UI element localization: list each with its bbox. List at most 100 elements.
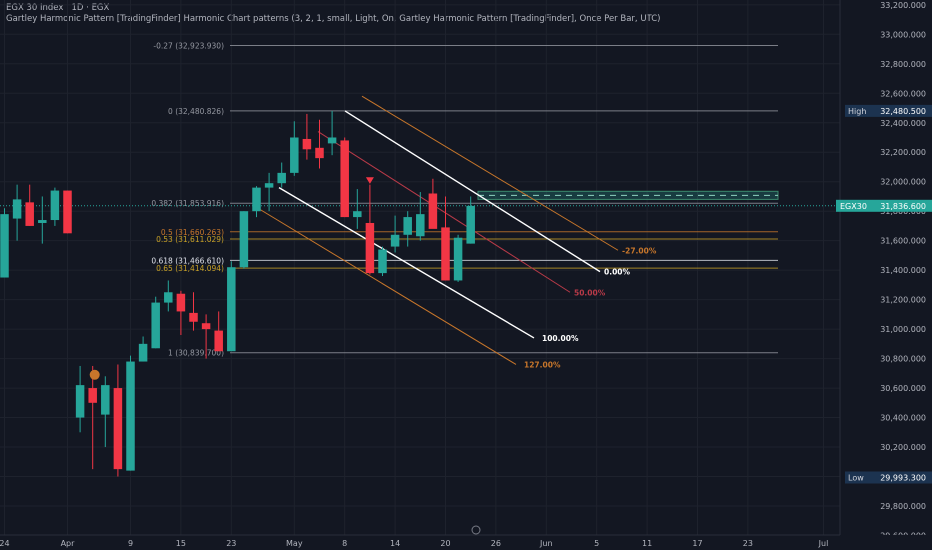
candle-body	[0, 214, 9, 278]
fib-level-label: 0.65 (31,414.094)	[156, 264, 224, 273]
price-tag-value: 29,993.300	[880, 474, 926, 483]
candle-body	[214, 330, 223, 352]
price-tick-label: 32,400.000	[880, 119, 926, 128]
time-tick-label: Jun	[539, 539, 553, 548]
candle-body	[353, 211, 362, 218]
fib-level-label: 1 (30,839.700)	[168, 349, 224, 358]
time-tick-label: 20	[440, 539, 450, 548]
time-tick-label: 8	[342, 539, 347, 548]
fibonacci-levels: -0.62 (33,498.324)-0.5 (33,301.389)-0.27…	[0, 42, 840, 358]
fib-level-label: -0.27 (32,923.930)	[153, 42, 224, 51]
time-tick-label: 17	[692, 539, 702, 548]
price-axis[interactable]: 29,600.00029,800.00030,000.00030,200.000…	[839, 0, 932, 550]
price-tick-label: 33,200.000	[880, 1, 926, 10]
symbol-title[interactable]: EGX 30 Index · 1D · EGX	[6, 3, 110, 13]
candle-body	[126, 361, 135, 471]
candle-body	[453, 237, 463, 281]
candle-body	[239, 211, 249, 268]
candle-body	[416, 214, 425, 237]
price-tick-label: 31,600.000	[880, 237, 926, 246]
last-price-value: 31,836.600	[880, 202, 926, 211]
price-tag-bg	[845, 471, 932, 484]
time-tick-label: 9	[128, 539, 133, 548]
time-tick-label: Apr	[61, 539, 76, 548]
price-tag-name: Low	[848, 474, 864, 483]
time-tick-label: 24	[0, 539, 10, 548]
indicator-legend[interactable]: Gartley Harmonic Pattern [TradingFinder]…	[6, 14, 661, 24]
channel-label: 50.00%	[574, 288, 606, 297]
channel-label: 0.00%	[604, 268, 631, 277]
fib-level-label: 0.5 (31,660.263)	[161, 228, 224, 237]
price-tick-label: 32,000.000	[880, 178, 926, 187]
candle-body	[315, 147, 324, 159]
time-axis[interactable]: 24 Apr 9 15 23 May 8 14 20 26 Jun 5 11 17 23 Jul	[0, 525, 932, 550]
pattern-marker	[365, 177, 374, 184]
gartley-channel: -27.00% 0.00% 50.00% 100.00% 127.00%	[257, 95, 779, 369]
price-tick-label: 32,600.000	[880, 89, 926, 98]
price-tick-label: 31,200.000	[880, 296, 926, 305]
candle-body	[227, 267, 236, 352]
price-axis-bg	[840, 0, 932, 550]
candles	[0, 110, 475, 477]
pattern-marker	[89, 369, 100, 380]
price-tag-bg	[845, 104, 932, 117]
candle-body	[390, 234, 400, 247]
candle-body	[101, 385, 110, 415]
time-tick-label: 26	[491, 539, 501, 548]
channel-line	[278, 187, 535, 339]
candle-body	[403, 217, 412, 235]
price-tick-label: 32,200.000	[880, 148, 926, 157]
channel-line	[344, 110, 601, 273]
candle-body	[63, 190, 72, 234]
last-price-tag	[836, 199, 932, 212]
candle-body	[302, 138, 312, 150]
price-tick-label: 33,000.000	[880, 30, 926, 39]
candle-body	[365, 222, 375, 274]
candle-body	[428, 193, 438, 229]
channel-label: 100.00%	[542, 334, 579, 343]
time-tick-label: 15	[176, 539, 186, 548]
fib-level-label: 0.618 (31,466.610)	[151, 256, 224, 265]
time-axis-bg	[0, 535, 932, 550]
fib-level-label: 0 (32,480.826)	[168, 107, 224, 116]
candle-body	[138, 343, 148, 362]
channel-line	[361, 95, 619, 251]
candle-body	[327, 137, 337, 144]
candle-body	[466, 205, 475, 244]
candle-body	[38, 220, 47, 223]
price-tick-label: 30,800.000	[880, 355, 926, 364]
price-tick-label: 31,400.000	[880, 266, 926, 275]
candle-body	[25, 202, 34, 226]
time-tick-label: 14	[390, 539, 400, 548]
price-tick-label: 30,400.000	[880, 414, 926, 423]
candle-body	[201, 323, 211, 330]
time-tick-label: 23	[226, 539, 236, 548]
price-tick-label: 31,000.000	[880, 325, 926, 334]
candle-body	[277, 172, 286, 184]
chart-header: EGX 30 Index · 1D · EGX Gartley Harmonic…	[6, 3, 660, 25]
candle-body	[340, 140, 349, 218]
price-tags: High 32,480.500 EGX30 31,836.600 Low 29,993.3…	[836, 104, 932, 484]
price-tag-value: 32,480.500	[880, 107, 926, 116]
candle-body	[113, 388, 123, 470]
price-tag-name: High	[848, 107, 866, 116]
time-axis-icon	[471, 525, 481, 535]
candle-body	[378, 249, 387, 274]
candle-body	[164, 292, 173, 303]
candle-body	[12, 199, 22, 219]
candle-body	[50, 190, 60, 221]
price-tick-label: 30,200.000	[880, 443, 926, 452]
price-tick-label: 29,800.000	[880, 502, 926, 511]
price-tick-label: 32,800.000	[880, 60, 926, 69]
time-tick-label: 5	[594, 539, 599, 548]
fib-level-label: 0.53 (31,611.029)	[156, 235, 224, 244]
time-tick-label: 23	[743, 539, 753, 548]
last-price-symbol: EGX30	[840, 202, 867, 211]
candle-body	[75, 385, 85, 418]
time-tick-label: 11	[642, 539, 652, 548]
candle-body	[441, 227, 450, 281]
candle-body	[252, 187, 261, 212]
channel-line	[317, 131, 571, 293]
candle-body	[264, 183, 274, 188]
